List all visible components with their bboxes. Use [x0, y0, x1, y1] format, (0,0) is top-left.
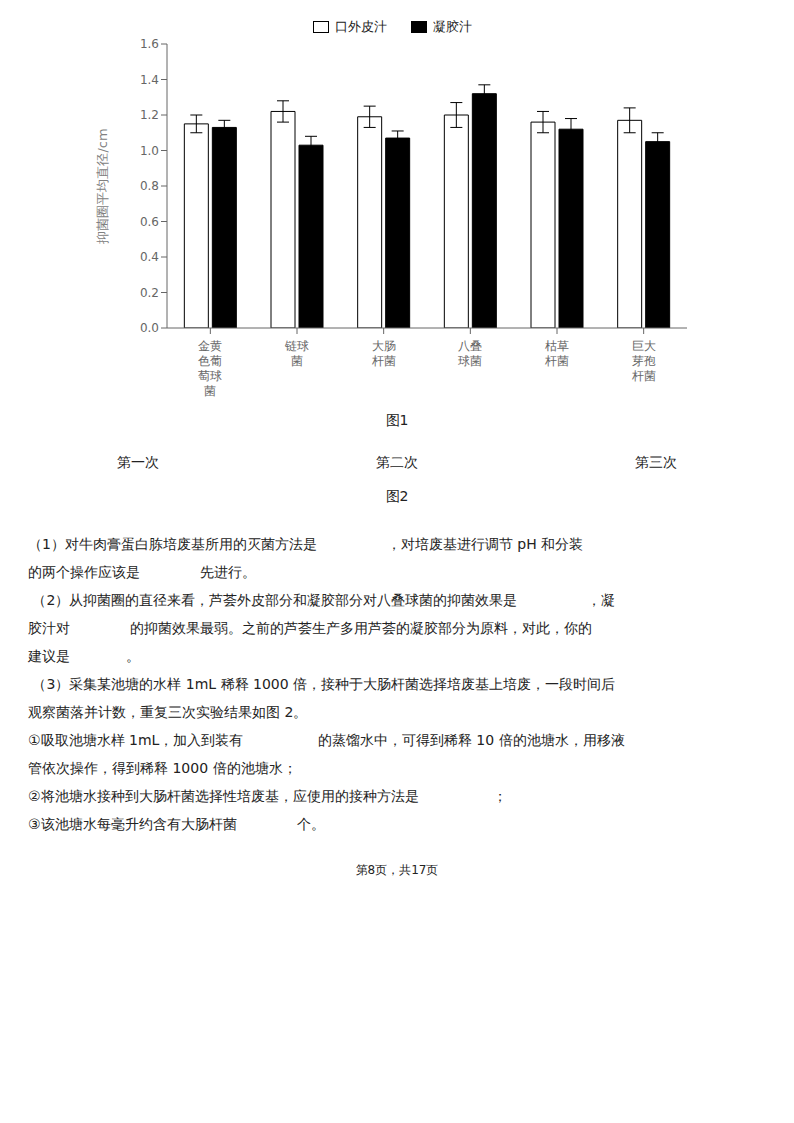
html-text:①吸取池塘水样 1mL，加入到装有 的蒸馏水中，可得到稀释: ①吸取池塘水样 1mL，加入到装有 的蒸馏水中，可得到稀释 10 倍的池塘水，用… — [28, 732, 625, 748]
svg-text:大肠杆菌: 大肠杆菌 — [371, 339, 396, 368]
svg-text:0.4: 0.4 — [140, 250, 159, 264]
html-text:图1: 图1 — [385, 412, 409, 428]
svg-text:抑菌圈平均直径/cm: 抑菌圈平均直径/cm — [95, 128, 110, 243]
html-text:（2）从抑菌圈的直径来看，芦荟外皮部分和凝胶部分对八叠球菌的: （2）从抑菌圈的直径来看，芦荟外皮部分和凝胶部分对八叠球菌的抑菌效果是 ，凝 — [28, 592, 616, 608]
svg-text:八叠球菌: 八叠球菌 — [458, 339, 482, 368]
html-text:的两个操作应该是 先进行。: 的两个操作应该是 先进行。 — [28, 564, 257, 580]
html-text:②将池塘水接种到大肠杆菌选择性培废基，应使用的接种方法是 ；: ②将池塘水接种到大肠杆菌选择性培废基，应使用的接种方法是 ； — [28, 788, 507, 804]
svg-text:0.6: 0.6 — [140, 215, 159, 229]
html-text:（3）采集某池塘的水样 1mL 稀释 1000 倍，接种于大: （3）采集某池塘的水样 1mL 稀释 1000 倍，接种于大肠杆菌选择培废基上培… — [28, 676, 616, 692]
html-text:第8页，共17页: 第8页，共17页 — [355, 863, 439, 877]
html-text:口外皮汁: 口外皮汁 — [334, 19, 387, 34]
html-text:建议是 。: 建议是 。 — [28, 648, 140, 664]
svg-text:金黄色葡萄球菌: 金黄色葡萄球菌 — [198, 339, 222, 398]
html-text:图2: 图2 — [385, 488, 409, 504]
html-text:第三次: 第三次 — [635, 454, 678, 470]
html-text:凝胶汁: 凝胶汁 — [432, 19, 472, 34]
svg-text:1.2: 1.2 — [140, 108, 159, 122]
html-text:观察菌落并计数，重复三次实验结果如图 2。: 观察菌落并计数，重复三次实验结果如图 2。 — [28, 704, 308, 720]
html-text:第二次: 第二次 — [376, 454, 418, 470]
svg-text:0.0: 0.0 — [140, 321, 159, 335]
svg-text:1.0: 1.0 — [140, 144, 159, 158]
html-text:管依次操作，得到稀释 1000 倍的池塘水；: 管依次操作，得到稀释 1000 倍的池塘水； — [28, 760, 297, 776]
html-text:胶汁对 的抑菌效果最弱。之前的芦荟生产多用芦荟的凝胶部分为原: 胶汁对 的抑菌效果最弱。之前的芦荟生产多用芦荟的凝胶部分为原料，对此，你的 — [28, 620, 593, 636]
html-text:第一次: 第一次 — [116, 454, 159, 470]
svg-text:枯草杆菌: 枯草杆菌 — [544, 339, 569, 368]
html-text:（1）对牛肉膏蛋白胨培废基所用的灭菌方法是 ，对培废基进行调: （1）对牛肉膏蛋白胨培废基所用的灭菌方法是 ，对培废基进行调节 pH 和分装 — [28, 536, 584, 552]
svg-text:巨大芽孢杆菌: 巨大芽孢杆菌 — [631, 339, 656, 383]
svg-text:1.4: 1.4 — [140, 73, 159, 87]
svg-text:0.2: 0.2 — [140, 286, 159, 300]
svg-text:0.8: 0.8 — [140, 179, 159, 193]
html-text:③该池塘水每毫升约含有大肠杆菌 个。: ③该池塘水每毫升约含有大肠杆菌 个。 — [28, 816, 325, 832]
svg-text:链球菌: 链球菌 — [284, 339, 309, 368]
svg-text:1.6: 1.6 — [140, 37, 159, 51]
